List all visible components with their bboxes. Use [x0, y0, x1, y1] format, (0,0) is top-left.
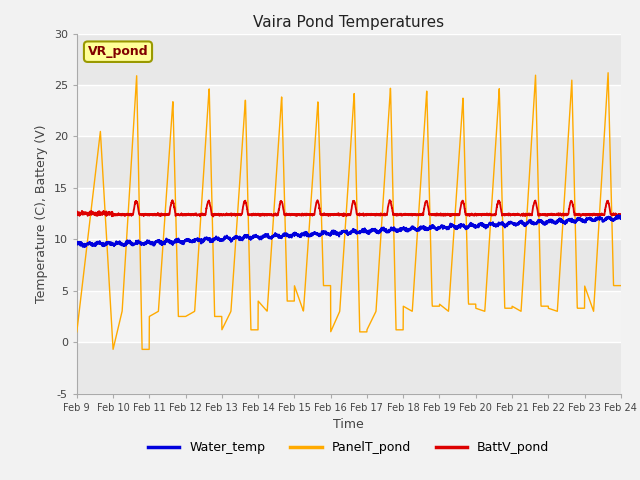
Text: VR_pond: VR_pond [88, 45, 148, 58]
Title: Vaira Pond Temperatures: Vaira Pond Temperatures [253, 15, 444, 30]
Bar [77, 188, 621, 240]
Bar [77, 85, 621, 136]
Y-axis label: Temperature (C), Battery (V): Temperature (C), Battery (V) [35, 124, 48, 303]
Legend: Water_temp, PanelT_pond, BattV_pond: Water_temp, PanelT_pond, BattV_pond [143, 436, 554, 459]
Bar [77, 291, 621, 342]
X-axis label: Time: Time [333, 418, 364, 431]
